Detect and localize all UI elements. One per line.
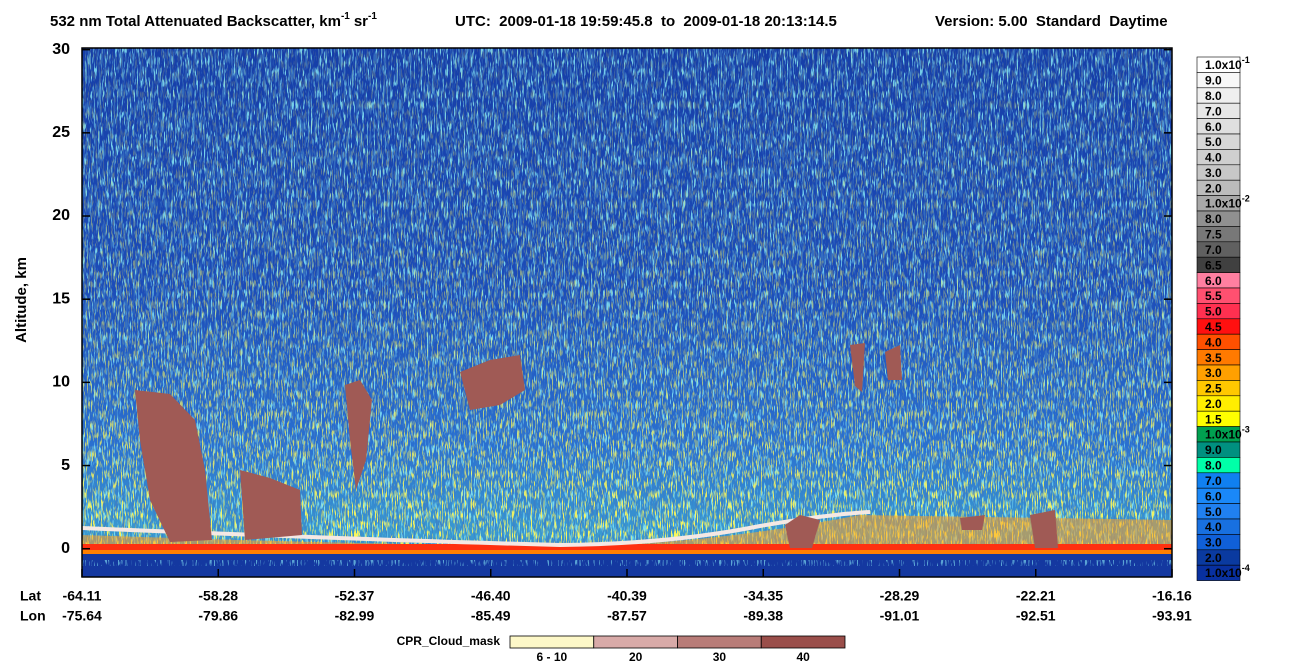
title-text: 532 nm Total Attenuated Backscatter, km	[50, 13, 341, 30]
colorbar-label: 3.0	[1205, 166, 1222, 180]
lat-tick-label: -58.28	[198, 588, 238, 604]
lon-tick-label: -75.64	[62, 608, 102, 624]
colorbar-label: 1.0x10-3	[1205, 425, 1250, 442]
lat-tick-label: -52.37	[335, 588, 375, 604]
colorbar-label-exp: -4	[1242, 564, 1250, 574]
colorbar-label: 9.0	[1205, 74, 1222, 88]
colorbar-label: 1.0x10-1	[1205, 55, 1250, 72]
y-tick-label: 20	[52, 207, 70, 224]
colorbar-label: 2.0	[1205, 551, 1222, 565]
title-text: sr	[354, 13, 368, 30]
lat-tick-label: -28.29	[880, 588, 920, 604]
colorbar-label: 7.0	[1205, 243, 1222, 257]
title-utc: UTC: 2009-01-18 19:59:45.8 to 2009-01-18…	[455, 13, 837, 30]
lat-tick-label: -64.11	[63, 588, 102, 604]
cloud-mask-label: 30	[713, 650, 727, 664]
colorbar-label-exp: -2	[1242, 194, 1250, 204]
title-sup: -1	[341, 11, 350, 22]
lat-tick-label: -16.16	[1152, 588, 1192, 604]
y-axis-label: Altitude, km	[13, 257, 30, 343]
cloud-mask-label: 6 - 10	[537, 650, 568, 664]
lon-tick-label: -85.49	[471, 608, 511, 624]
lon-tick-label: -79.86	[198, 608, 238, 624]
lat-tick-label: -40.39	[607, 588, 647, 604]
colorbar-label: 8.0	[1205, 212, 1222, 226]
lon-row-label: Lon	[20, 608, 46, 624]
cloud-mask-box	[509, 635, 595, 649]
chart-title: 532 nm Total Attenuated Backscatter, km-…	[50, 11, 377, 30]
colorbar-label: 5.0	[1205, 135, 1222, 149]
colorbar-label: 6.0	[1205, 489, 1222, 503]
colorbar-label: 3.0	[1205, 366, 1222, 380]
colorbar-label: 3.5	[1205, 351, 1222, 365]
colorbar-label: 7.5	[1205, 228, 1222, 242]
lon-tick-label: -93.91	[1152, 608, 1192, 624]
y-tick-label: 0	[61, 540, 70, 557]
colorbar-label: 4.0	[1205, 520, 1222, 534]
lat-tick-label: -22.21	[1016, 588, 1056, 604]
colorbar-label: 8.0	[1205, 459, 1222, 473]
cloud-mask-title: CPR_Cloud_mask	[397, 634, 501, 648]
colorbar-label: 7.0	[1205, 104, 1222, 118]
cloud-mask-label: 40	[796, 650, 810, 664]
y-tick-label: 30	[52, 41, 70, 58]
colorbar-label: 1.5	[1205, 412, 1222, 426]
lon-tick-label: -87.57	[607, 608, 647, 624]
colorbar-label: 5.5	[1205, 289, 1222, 303]
colorbar-label: 2.0	[1205, 181, 1222, 195]
colorbar-label: 6.0	[1205, 120, 1222, 134]
lon-tick-label: -92.51	[1016, 608, 1056, 624]
colorbar-label-exp: -1	[1242, 55, 1250, 65]
y-tick-label: 10	[52, 374, 70, 391]
colorbar-label: 4.5	[1205, 320, 1222, 334]
colorbar-label: 3.0	[1205, 536, 1222, 550]
colorbar-box	[1196, 564, 1241, 581]
cloud-mask-box	[593, 635, 678, 649]
colorbar-label: 9.0	[1205, 443, 1222, 457]
colorbar-label-base: 1.0x10	[1205, 197, 1242, 211]
colorbar-label-base: 1.0x10	[1205, 566, 1242, 580]
lon-tick-label: -91.01	[880, 608, 920, 624]
colorbar-label: 8.0	[1205, 89, 1222, 103]
title-version: Version: 5.00 Standard Daytime	[935, 13, 1168, 30]
cloud-mask-label: 20	[629, 650, 643, 664]
colorbar-label: 1.0x10-4	[1205, 564, 1250, 581]
colorbar-label: 6.0	[1205, 274, 1222, 288]
y-tick-label: 15	[52, 290, 70, 307]
colorbar-label: 6.5	[1205, 258, 1222, 272]
colorbar-label-base: 1.0x10	[1205, 58, 1242, 72]
lon-tick-label: -82.99	[335, 608, 375, 624]
cloud-mask-box	[677, 635, 762, 649]
colorbar-label: 4.0	[1205, 151, 1222, 165]
lat-row-label: Lat	[20, 588, 41, 604]
title-sup: -1	[368, 11, 377, 22]
colorbar-label-exp: -3	[1242, 425, 1250, 435]
colorbar-label-base: 1.0x10	[1205, 428, 1242, 442]
colorbar-label: 4.0	[1205, 335, 1222, 349]
y-tick-label: 5	[61, 457, 70, 474]
cloud-mask-box	[760, 635, 846, 649]
lon-tick-label: -89.38	[743, 608, 783, 624]
lat-tick-label: -34.35	[743, 588, 783, 604]
colorbar-label: 5.0	[1205, 305, 1222, 319]
colorbar-label: 2.5	[1205, 382, 1222, 396]
colorbar-label: 5.0	[1205, 505, 1222, 519]
colorbar-label: 7.0	[1205, 474, 1222, 488]
colorbar-label: 2.0	[1205, 397, 1222, 411]
lat-tick-label: -46.40	[471, 588, 511, 604]
backscatter-image	[81, 48, 1172, 577]
colorbar-label: 1.0x10-2	[1205, 194, 1250, 211]
y-tick-label: 25	[52, 124, 70, 141]
